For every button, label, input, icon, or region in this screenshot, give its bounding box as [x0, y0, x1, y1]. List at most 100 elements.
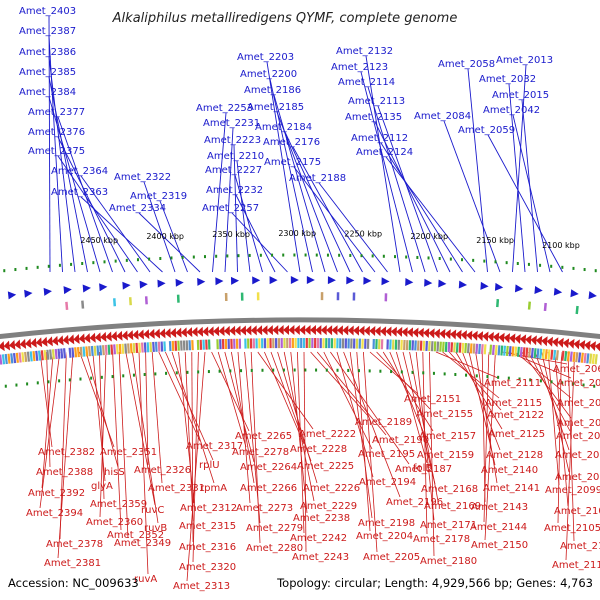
cog-stripe [483, 344, 487, 355]
cog-stripe [24, 351, 28, 363]
cog-stripe [99, 345, 103, 356]
minus-gene-label: Amet_2243 [292, 552, 349, 563]
minus-gene-label: Amet_2388 [36, 467, 93, 478]
minus-gene-arrow [363, 325, 370, 336]
plus-gene-label: Amet_2375 [28, 146, 85, 157]
gc-dot [3, 269, 6, 273]
cog-stripe [90, 345, 94, 357]
minus-gene-label: Amet_2101 [554, 506, 600, 517]
minus-gene-label: Amet_2115 [485, 398, 542, 409]
minus-leader [178, 351, 195, 504]
cog-stripe [37, 350, 42, 361]
minus-gene-arrow [519, 334, 527, 345]
gc-dot [25, 266, 28, 270]
gc-dot [68, 378, 71, 382]
minus-gene-label: Amet_2225 [297, 461, 354, 472]
cog-stripe [527, 301, 531, 310]
plus-gene-arrow [252, 276, 261, 285]
minus-gene-label: Amet_2189 [355, 417, 412, 428]
plus-leader [48, 56, 76, 273]
minus-gene-arrow [396, 326, 403, 337]
gc-dot [315, 368, 318, 372]
cog-stripe [101, 345, 105, 356]
minus-gene-label: Amet_2273 [236, 503, 293, 514]
plus-gene-arrow [82, 284, 91, 293]
minus-gene-arrow [487, 331, 494, 342]
minus-gene-label: Amet_2151 [404, 394, 461, 405]
minus-gene-label: Amet_2378 [46, 539, 103, 550]
summary-text: Topology: circular; Length: 4,929,566 bp… [276, 576, 593, 590]
minus-leader [186, 351, 206, 582]
minus-leader [217, 351, 247, 448]
plus-gene-arrow [139, 280, 148, 289]
cog-stripe [500, 345, 504, 356]
cog-stripe [503, 345, 507, 356]
cog-stripe [85, 346, 89, 357]
plus-gene-arrow [424, 278, 433, 287]
plus-leader [467, 68, 488, 273]
map-title: Alkaliphilus metalliredigens QYMF, compl… [112, 11, 458, 26]
cog-stripe [586, 353, 590, 364]
plus-leader [224, 127, 234, 273]
cog-stripe [127, 343, 130, 354]
minus-gene-label: Amet_2317 [186, 441, 243, 452]
minus-leader [554, 351, 569, 507]
minus-gene-label: Amet_2279 [246, 523, 303, 534]
plus-leader [360, 71, 413, 273]
minus-gene-label: Amet_2226 [303, 483, 360, 494]
gc-dot [438, 256, 441, 260]
cog-stripe [575, 352, 579, 363]
cog-stripe [497, 345, 501, 356]
cog-stripe [12, 353, 17, 364]
cog-stripe [461, 342, 465, 353]
cog-stripe [486, 344, 490, 355]
minus-gene-label: rplU [199, 460, 220, 471]
cog-stripe [107, 344, 111, 355]
minus-gene-arrow [83, 333, 91, 344]
minus-gene-arrow [19, 338, 27, 349]
gc-dot [58, 263, 61, 267]
plus-gene-label: Amet_2059 [458, 125, 515, 136]
plus-leader [508, 83, 526, 273]
minus-leader [402, 351, 436, 485]
gc-dot [483, 259, 486, 263]
kbp-label: 2450 kbp [80, 236, 118, 245]
minus-gene-arrow [116, 330, 123, 341]
gc-dot [122, 374, 125, 378]
cog-stripe [1, 354, 6, 365]
gc-dot [125, 258, 128, 262]
plus-gene-label: Amet_2257 [202, 203, 259, 214]
gc-dot [159, 256, 162, 260]
plus-gene-arrow [534, 285, 543, 294]
gc-dot [114, 259, 117, 263]
minus-leader [39, 351, 53, 448]
gc-dot [47, 264, 50, 268]
gc-dot [143, 373, 146, 377]
cog-stripe [54, 348, 58, 360]
cog-stripe [550, 349, 554, 360]
gc-dot [582, 383, 585, 387]
minus-gene-arrow [41, 336, 48, 347]
minus-gene-arrow [89, 332, 96, 343]
plus-gene-arrow [99, 283, 108, 292]
cog-stripe [525, 347, 529, 358]
cog-stripe [496, 299, 500, 308]
plus-gene-label: Amet_2114 [338, 77, 395, 88]
label-leaders [39, 15, 575, 582]
minus-gene-arrow [428, 328, 435, 339]
minus-gene-arrow [223, 325, 230, 336]
plus-gene-arrow [197, 277, 206, 286]
kbp-ticks: 2100 kbp 2150 kbp 2200 kbp 2250 kbp 2300 kbp… [80, 229, 579, 250]
minus-gene-arrow [309, 325, 316, 336]
gc-dot [272, 368, 275, 372]
cog-stripe [124, 343, 128, 354]
minus-gene-label: Amet_2117 [552, 560, 600, 571]
gc-dot [165, 371, 168, 375]
gc-dot [449, 257, 452, 261]
gc-dot [454, 373, 457, 377]
cog-stripe [140, 342, 144, 353]
minus-gene-label: Amet_2069 [553, 364, 600, 375]
gc-dot [400, 370, 403, 374]
cog-stripe [88, 346, 92, 357]
minus-gene-arrow [159, 328, 166, 339]
